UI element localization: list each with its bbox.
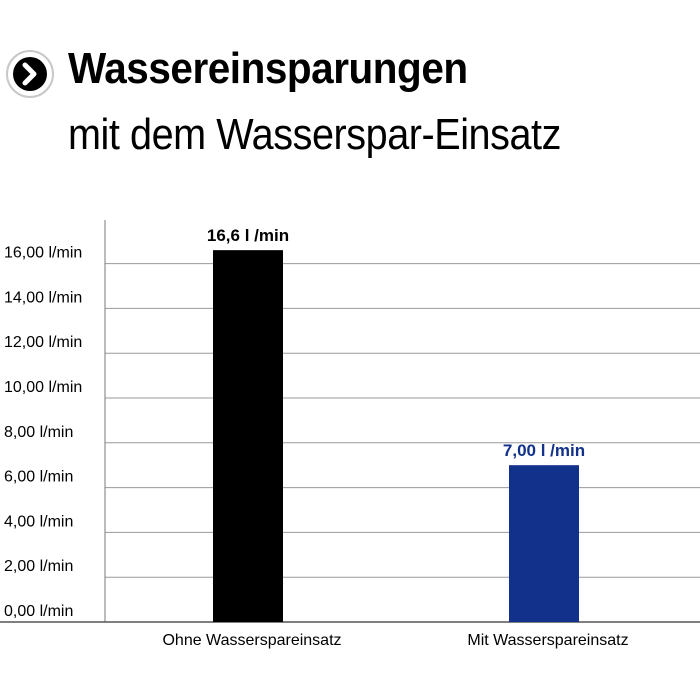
y-tick-label: 14,00 l/min [4, 289, 82, 306]
category-label: Ohne Wasserspareinsatz [162, 632, 341, 649]
bar-chart: 0,00 l/min 2,00 l/min 4,00 l/min 6,00 l/min… [0, 220, 700, 649]
y-tick-label: 10,00 l/min [4, 379, 82, 396]
data-label: 7,00 l /min [503, 441, 585, 460]
chevron-right-icon [6, 50, 54, 98]
header: Wassereinsparungen mit dem Wasserspar-Ei… [0, 0, 700, 190]
category-label: Mit Wasserspareinsatz [467, 632, 628, 649]
y-tick-label: 4,00 l/min [4, 513, 73, 530]
data-label: 16,6 l /min [207, 226, 289, 245]
page-subtitle: mit dem Wasserspar-Einsatz [68, 110, 561, 159]
bar [509, 465, 579, 622]
page-title: Wassereinsparungen [68, 44, 468, 93]
y-tick-label: 2,00 l/min [4, 558, 73, 575]
y-tick-label: 8,00 l/min [4, 424, 73, 441]
y-tick-label: 16,00 l/min [4, 245, 82, 262]
y-tick-label: 12,00 l/min [4, 334, 82, 351]
y-tick-label: 0,00 l/min [4, 603, 73, 620]
y-tick-label: 6,00 l/min [4, 469, 73, 486]
bar [213, 250, 283, 622]
